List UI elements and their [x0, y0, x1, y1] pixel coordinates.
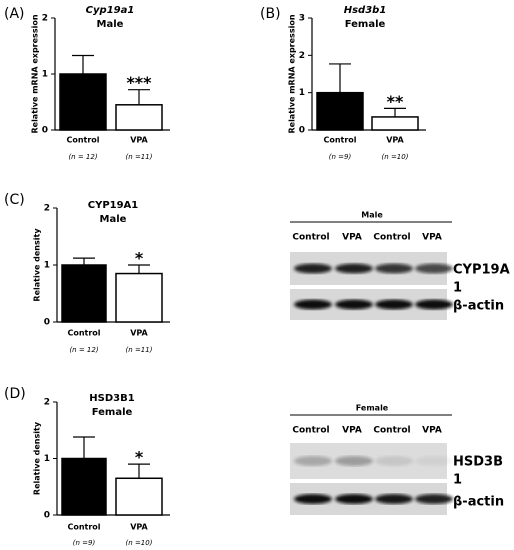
- chart-subtitle: Female: [92, 407, 133, 418]
- x-tick-label: VPA: [130, 136, 148, 145]
- lane-label: Control: [373, 233, 410, 243]
- significance: *: [135, 448, 144, 467]
- blot-band: [415, 263, 453, 274]
- y-tick-label: 1: [44, 261, 50, 271]
- significance: **: [387, 92, 404, 111]
- y-tick-label: 0: [42, 126, 48, 136]
- chart-title: Hsd3b1: [344, 5, 387, 16]
- x-tick-label: Control: [66, 136, 99, 145]
- lane-label: Control: [373, 426, 410, 436]
- x-sublabel: (n =11): [126, 153, 153, 161]
- lane-label: Control: [292, 233, 329, 243]
- x-tick-label: VPA: [130, 329, 148, 338]
- bar: [59, 73, 107, 131]
- blot-row-label: β-actin: [453, 299, 504, 314]
- blot-band: [415, 494, 453, 504]
- x-tick-label: VPA: [130, 523, 148, 532]
- lane-label: VPA: [422, 233, 442, 243]
- y-tick-label: 1: [44, 454, 50, 464]
- blot-row-label: HSD3B: [453, 455, 503, 470]
- blot-band: [375, 494, 413, 504]
- x-tick-label: Control: [323, 136, 356, 145]
- x-sublabel: (n =10): [382, 153, 409, 161]
- blot-band: [375, 263, 413, 274]
- x-sublabel: (n =11): [126, 346, 153, 354]
- bar: [115, 272, 163, 323]
- y-axis-label: Relative density: [33, 421, 42, 495]
- blot-header: Male: [361, 211, 383, 220]
- significance: *: [135, 249, 144, 268]
- blot-row-label: 1: [453, 281, 462, 296]
- chart-title: CYP19A1: [88, 200, 139, 211]
- y-tick-label: 2: [299, 51, 305, 61]
- x-tick-label: VPA: [386, 136, 404, 145]
- chart-subtitle: Male: [97, 19, 124, 30]
- blot-band: [335, 456, 373, 466]
- blot-band: [294, 263, 332, 274]
- blot-header: Female: [356, 404, 389, 413]
- x-sublabel: (n = 12): [68, 153, 97, 161]
- x-sublabel: (n = 12): [69, 346, 98, 354]
- bar: [61, 457, 107, 516]
- blot-band: [294, 494, 332, 504]
- chart-title: Cyp19a1: [86, 5, 135, 16]
- y-tick-label: 3: [299, 14, 305, 24]
- y-tick-label: 0: [299, 126, 305, 136]
- lane-label: Control: [292, 426, 329, 436]
- x-tick-label: Control: [67, 523, 100, 532]
- chart-subtitle: Female: [345, 19, 386, 30]
- y-tick-label: 2: [44, 204, 50, 214]
- y-axis-label: Relative mRNA expression: [31, 14, 40, 133]
- y-tick-label: 2: [44, 398, 50, 408]
- blot-band: [294, 456, 332, 466]
- blot-band: [415, 299, 453, 310]
- lane-label: VPA: [342, 233, 362, 243]
- y-axis-label: Relative density: [33, 228, 42, 302]
- bar: [61, 264, 107, 323]
- y-tick-label: 2: [42, 14, 48, 24]
- blot-band: [335, 299, 373, 310]
- x-tick-label: Control: [67, 329, 100, 338]
- y-tick-label: 1: [299, 88, 305, 98]
- y-tick-label: 0: [44, 511, 50, 521]
- chart-subtitle: Male: [100, 214, 127, 225]
- blot-row-label: 1: [453, 473, 462, 488]
- blot-band: [415, 456, 453, 466]
- blot-row-label: CYP19A: [453, 263, 510, 278]
- bar: [115, 477, 163, 516]
- x-sublabel: (n =9): [329, 153, 352, 161]
- bar: [316, 91, 364, 131]
- significance: ***: [126, 73, 152, 92]
- x-sublabel: (n =10): [126, 539, 153, 547]
- x-sublabel: (n =9): [73, 539, 96, 547]
- y-tick-label: 1: [42, 70, 48, 80]
- blot-band: [335, 263, 373, 274]
- panel-label: (B): [260, 6, 281, 22]
- blot-row-label: β-actin: [453, 495, 504, 510]
- panel-label: (D): [4, 386, 26, 402]
- blot-band: [294, 299, 332, 310]
- bar: [371, 116, 419, 131]
- panel-label: (C): [4, 192, 25, 208]
- blot-band: [375, 299, 413, 310]
- panel-label: (A): [4, 6, 25, 22]
- blot-band: [335, 494, 373, 504]
- bar: [115, 104, 163, 131]
- lane-label: VPA: [422, 426, 442, 436]
- lane-label: VPA: [342, 426, 362, 436]
- y-tick-label: 0: [44, 318, 50, 328]
- chart-title: HSD3B1: [89, 393, 134, 404]
- blot-band: [375, 456, 413, 466]
- y-axis-label: Relative mRNA expression: [288, 14, 297, 133]
